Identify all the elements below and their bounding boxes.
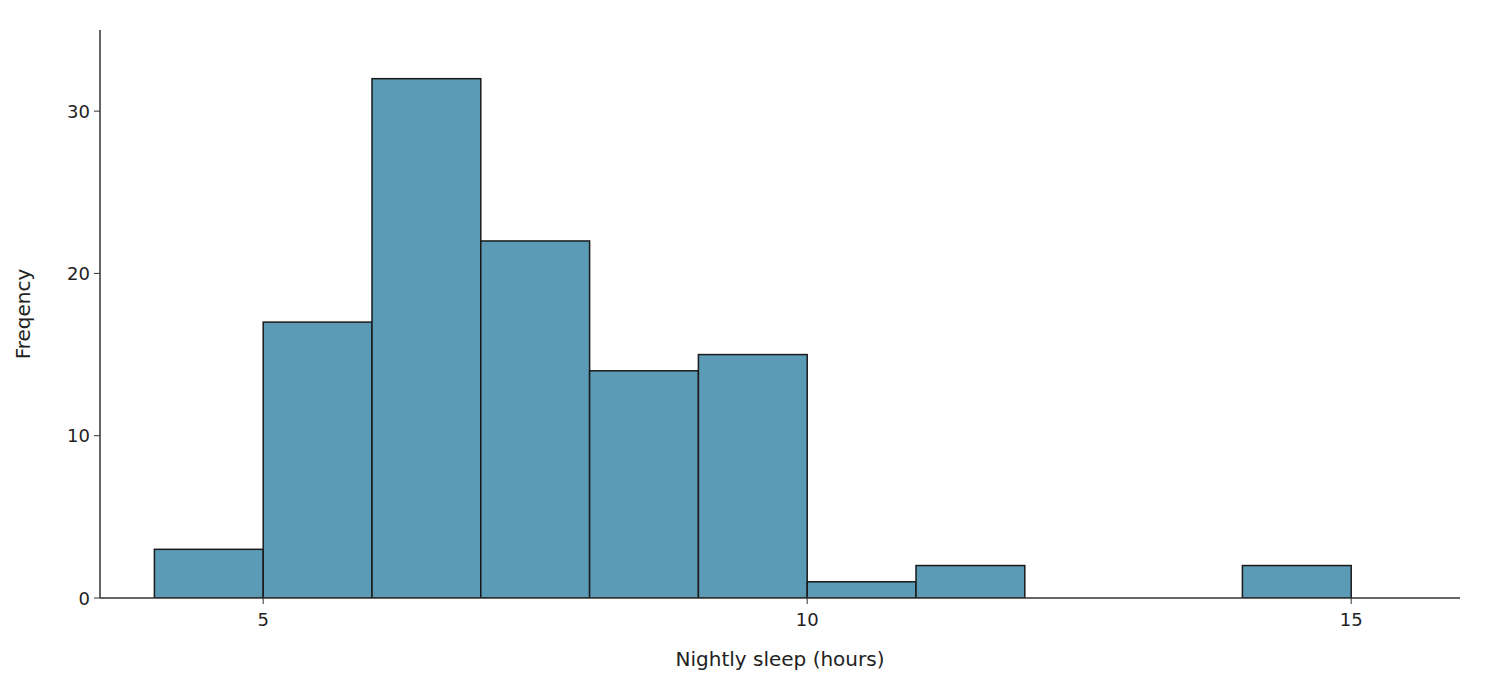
- histogram-bar: [916, 566, 1025, 598]
- histogram-bar: [263, 322, 372, 598]
- y-tick: [94, 598, 100, 599]
- histogram-bar: [807, 582, 916, 598]
- x-axis-line: [100, 597, 1460, 599]
- chart-container: 5 10 15 0 10 20 30 Nightly sleep (hours) Freqenc…: [0, 0, 1500, 688]
- y-axis-label: Freqency: [11, 269, 35, 360]
- y-tick: [94, 111, 100, 112]
- histogram-bar: [698, 355, 807, 598]
- axes: 5 10 15 0 10 20 30: [67, 30, 1460, 630]
- x-tick-label: 15: [1340, 609, 1363, 630]
- x-tick: [1351, 598, 1352, 604]
- x-tick-label: 10: [796, 609, 819, 630]
- y-tick: [94, 273, 100, 274]
- y-tick: [94, 435, 100, 436]
- x-axis-label: Nightly sleep (hours): [676, 647, 885, 671]
- histogram-bar: [154, 549, 263, 598]
- y-tick-label: 10: [67, 425, 90, 446]
- x-tick: [263, 598, 264, 604]
- histogram-bar: [1242, 566, 1351, 598]
- x-tick-label: 5: [257, 609, 268, 630]
- x-tick: [807, 598, 808, 604]
- histogram-bar: [481, 241, 590, 598]
- y-tick-label: 0: [79, 588, 90, 609]
- y-tick-label: 30: [67, 101, 90, 122]
- histogram-bar: [590, 371, 699, 598]
- chart-svg: 5 10 15 0 10 20 30 Nightly sleep (hours) Freqenc…: [0, 0, 1500, 688]
- bars: [154, 79, 1351, 598]
- y-tick-label: 20: [67, 263, 90, 284]
- histogram-bar: [372, 79, 481, 598]
- y-axis-line: [99, 30, 101, 598]
